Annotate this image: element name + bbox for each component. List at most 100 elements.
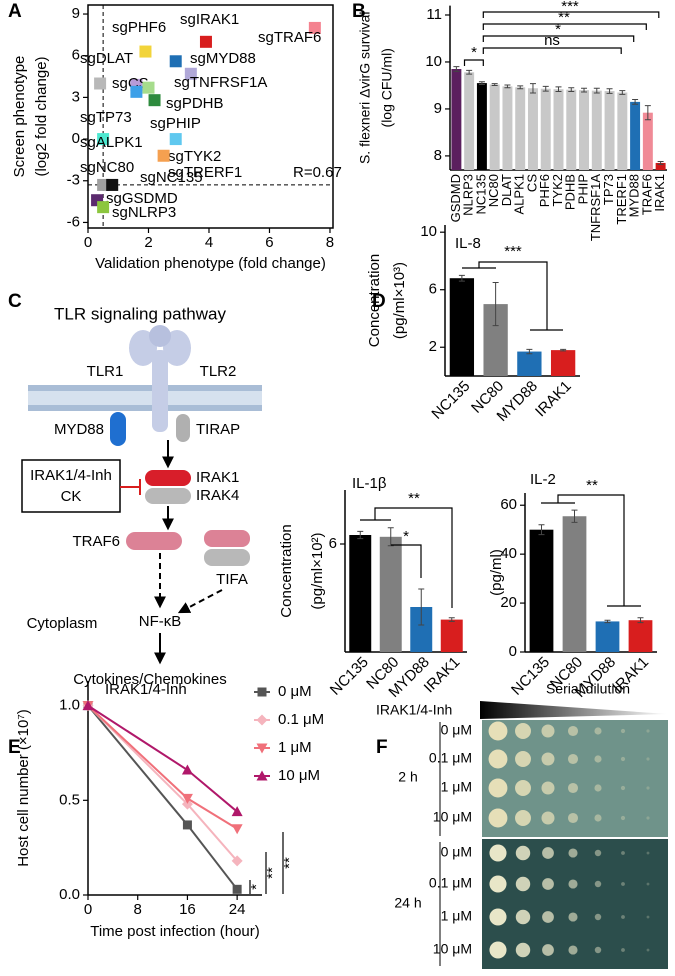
x-tick-label: 0 bbox=[84, 234, 92, 251]
x-tick-label: CS bbox=[524, 174, 539, 192]
colony-spot bbox=[488, 778, 508, 798]
point-label: sgPHIP bbox=[150, 115, 201, 132]
point bbox=[199, 35, 212, 48]
point bbox=[94, 77, 107, 90]
colony-spot bbox=[488, 749, 508, 769]
y-tick-label: 0.0 bbox=[59, 886, 80, 903]
x-tick-label: NLRP3 bbox=[461, 174, 476, 216]
colony-spot bbox=[515, 751, 531, 767]
bar bbox=[566, 89, 577, 170]
colony-spot bbox=[567, 812, 579, 824]
inhibitor-label: IRAK1/4-Inh bbox=[30, 467, 112, 484]
bar bbox=[464, 72, 475, 170]
time-label: 24 h bbox=[394, 895, 421, 911]
x-tick-label: NC135 bbox=[327, 654, 372, 699]
panel-label: E bbox=[8, 737, 21, 758]
error-bar bbox=[453, 66, 460, 72]
x-tick-label: IRAK1 bbox=[532, 378, 575, 421]
y-tick-label: 0.5 bbox=[59, 791, 80, 808]
bar bbox=[591, 90, 602, 170]
point bbox=[97, 178, 110, 191]
x-tick-label: 8 bbox=[134, 901, 142, 918]
membrane-core bbox=[28, 391, 262, 405]
chart-title: IL-8 bbox=[455, 235, 481, 252]
compartment-label: Cytoplasm bbox=[27, 615, 98, 632]
panel-label: F bbox=[376, 737, 388, 758]
point bbox=[169, 133, 182, 146]
x-tick-label: PDHB bbox=[563, 174, 578, 210]
x-tick-label: 24 bbox=[229, 901, 246, 918]
colony-spot bbox=[515, 909, 531, 925]
bar bbox=[517, 351, 542, 376]
y-tick-label: 10 bbox=[420, 223, 437, 240]
error-bar bbox=[458, 274, 465, 282]
bar bbox=[628, 620, 653, 652]
colony-spot bbox=[489, 908, 507, 926]
point-label: sgIRAK1 bbox=[180, 11, 239, 28]
significance-label: ** bbox=[558, 9, 570, 26]
colony-spot bbox=[646, 882, 650, 886]
error-bar bbox=[644, 105, 651, 121]
error-bar bbox=[581, 87, 588, 93]
significance-label: ** bbox=[264, 867, 281, 879]
x-tick-label: TYK2 bbox=[550, 174, 565, 207]
point bbox=[97, 201, 110, 214]
chart-title: IL-2 bbox=[530, 471, 556, 488]
point bbox=[308, 21, 321, 34]
bar bbox=[476, 83, 487, 170]
colony-spot bbox=[541, 781, 555, 795]
dashed-arrow bbox=[177, 589, 223, 614]
x-tick-label: IRAK1 bbox=[652, 174, 667, 212]
y-tick-label: -3 bbox=[67, 172, 80, 189]
point-label: sgALPK1 bbox=[80, 134, 143, 151]
point-label: sgTYK2 bbox=[168, 148, 221, 165]
bar bbox=[604, 91, 615, 170]
row-label: 10 μM bbox=[433, 941, 472, 957]
colony-spot bbox=[594, 946, 602, 954]
point bbox=[181, 764, 193, 775]
y-tick-label: 1.0 bbox=[59, 697, 80, 714]
point bbox=[139, 45, 152, 58]
row-label: 1 μM bbox=[441, 779, 472, 795]
traf6-label: TRAF6 bbox=[72, 533, 120, 550]
colony-spot bbox=[568, 912, 578, 922]
y-tick-label: 10 bbox=[425, 53, 442, 70]
row-label: 0 μM bbox=[441, 722, 472, 738]
panel-label: C bbox=[8, 291, 22, 312]
colony-spot bbox=[594, 784, 602, 792]
bar bbox=[502, 86, 513, 170]
colony-spot bbox=[646, 915, 650, 919]
error-bar bbox=[491, 83, 498, 86]
adaptor-label: MYD88 bbox=[54, 421, 104, 438]
colony-spot bbox=[594, 913, 602, 921]
point bbox=[232, 884, 242, 894]
colony-spot bbox=[568, 879, 578, 889]
x-tick-label: TNFRSF1A bbox=[588, 174, 603, 242]
significance-label: * bbox=[248, 884, 265, 890]
error-bar bbox=[526, 348, 533, 355]
colony-spot bbox=[541, 811, 555, 825]
annotation: IRAK1/4-Inh bbox=[105, 681, 187, 698]
x-tick-label: 0 bbox=[84, 901, 92, 918]
x-tick-label: GSDMD bbox=[448, 174, 463, 222]
colony-spot bbox=[646, 729, 650, 733]
x-tick-label: PHIP bbox=[575, 174, 590, 204]
bar bbox=[379, 536, 402, 652]
error-bar bbox=[478, 81, 485, 86]
colony-spot bbox=[594, 814, 602, 822]
adaptor-label: TIRAP bbox=[196, 421, 240, 438]
error-bar bbox=[529, 83, 536, 94]
x-tick-label: TP73 bbox=[601, 174, 616, 205]
point bbox=[106, 178, 119, 191]
significance-label: ** bbox=[408, 490, 420, 507]
tirap-shape bbox=[176, 414, 190, 442]
colony-spot bbox=[646, 948, 650, 952]
bar bbox=[349, 535, 372, 652]
y-axis-title: (log CFU/ml) bbox=[379, 48, 395, 127]
colony-spot bbox=[620, 785, 626, 791]
y-axis-title: Host cell number (×10⁷) bbox=[15, 709, 32, 867]
diagram-title: TLR signaling pathway bbox=[54, 304, 226, 323]
error-bar bbox=[568, 87, 575, 93]
row-label: 0 μM bbox=[441, 844, 472, 860]
colony-spot bbox=[515, 780, 531, 796]
